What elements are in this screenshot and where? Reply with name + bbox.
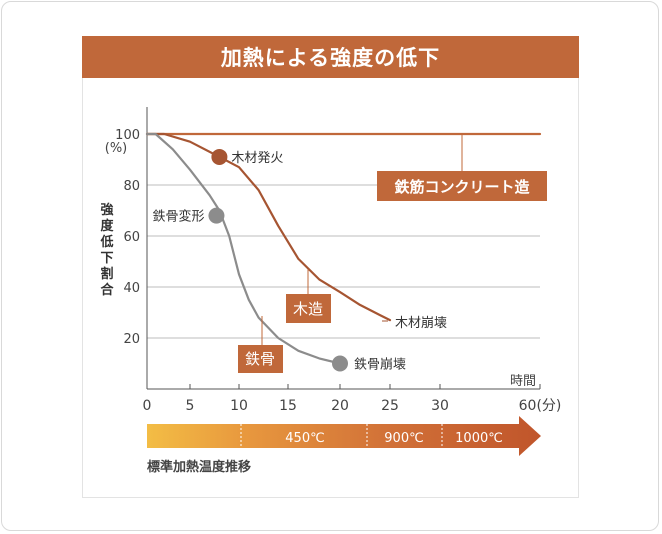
rc-label: 鉄筋コンクリート造	[394, 178, 529, 196]
series-line-2	[145, 132, 342, 365]
y-tick-100: 100	[115, 128, 140, 143]
leader-lines	[261, 134, 463, 345]
y-axis-title-char: 下	[100, 251, 113, 266]
temperature-caption: 標準加熱温度推移	[147, 459, 251, 475]
axes	[146, 107, 540, 390]
marker-label-2: 鉄骨崩壊	[354, 358, 406, 373]
marker-label-0: 木材発火	[231, 151, 283, 166]
marker-dot-2	[332, 355, 348, 372]
wood-label: 木造	[293, 300, 323, 318]
y-axis-title-char: 強	[100, 202, 113, 218]
y-unit-label: (%)	[105, 141, 128, 156]
x-tick-0: 0	[143, 398, 152, 414]
y-axis-title-char: 割	[100, 266, 113, 282]
y-tick-40: 40	[123, 281, 140, 296]
x-unit-label: 時間	[510, 374, 536, 389]
chart-panel	[82, 78, 579, 498]
y-axis-title-char: 度	[100, 218, 114, 234]
y-axis-title-char: 合	[100, 282, 114, 298]
marker-label-1: 鉄骨変形	[152, 209, 204, 225]
x-tick-6: 30	[431, 398, 449, 414]
series-lines	[145, 132, 542, 365]
rc-label-box	[377, 171, 547, 201]
chart-title: 加熱による強度の低下	[82, 36, 579, 78]
x-tick-2: 10	[230, 398, 248, 414]
x-tick-4: 20	[331, 398, 349, 414]
temp-label-1000: 1000℃	[455, 431, 503, 446]
wood-label-box	[286, 294, 331, 323]
marker-dot-0	[211, 148, 228, 165]
temp-label-900: 900℃	[384, 431, 423, 446]
y-axis-title-char: 低	[99, 234, 113, 250]
y-tick-80: 80	[123, 179, 140, 194]
x-tick-labels: 0 5 10 15 20 25 30 60(分)	[143, 384, 562, 414]
y-tick-60: 60	[123, 230, 140, 245]
x-tick-3: 15	[279, 398, 297, 414]
temp-label-450: 450℃	[285, 431, 324, 446]
x-tick-5: 25	[381, 398, 399, 414]
x-tick-1: 5	[186, 398, 195, 414]
grid	[147, 184, 540, 339]
marker-dot-1	[208, 207, 225, 224]
series-line-1	[145, 132, 392, 322]
wood-collapse-label: 木材崩壊	[395, 316, 447, 331]
steel-label: 鉄骨	[245, 350, 275, 368]
y-tick-labels: 20 40 60 80 100	[115, 128, 140, 347]
y-tick-20: 20	[123, 332, 140, 347]
x-tick-7: 60(分)	[519, 398, 562, 414]
steel-label-box	[238, 345, 283, 373]
